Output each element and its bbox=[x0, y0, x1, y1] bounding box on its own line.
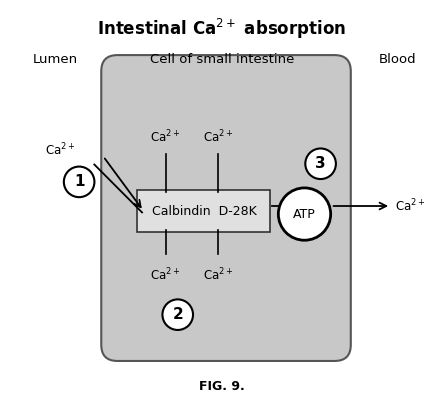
Text: Ca$^{2+}$: Ca$^{2+}$ bbox=[45, 141, 75, 158]
Text: 1: 1 bbox=[74, 174, 84, 189]
Text: Intestinal Ca$^{2+}$ absorption: Intestinal Ca$^{2+}$ absorption bbox=[98, 17, 346, 41]
Text: Blood: Blood bbox=[378, 53, 416, 66]
Circle shape bbox=[64, 166, 95, 197]
Text: Cell of small intestine: Cell of small intestine bbox=[150, 53, 294, 66]
Text: Ca$^{2+}$: Ca$^{2+}$ bbox=[151, 129, 181, 146]
Text: Ca$^{2+}$: Ca$^{2+}$ bbox=[203, 266, 233, 283]
FancyBboxPatch shape bbox=[101, 55, 351, 361]
Text: Ca$^{2+}$: Ca$^{2+}$ bbox=[395, 198, 425, 214]
Text: 2: 2 bbox=[172, 307, 183, 322]
Text: FIG. 9.: FIG. 9. bbox=[199, 380, 245, 393]
Circle shape bbox=[278, 188, 331, 240]
Text: ATP: ATP bbox=[293, 208, 316, 221]
Text: Ca$^{2+}$: Ca$^{2+}$ bbox=[151, 266, 181, 283]
Circle shape bbox=[163, 299, 193, 330]
Text: Ca$^{2+}$: Ca$^{2+}$ bbox=[203, 129, 233, 146]
Text: Lumen: Lumen bbox=[32, 53, 78, 66]
Circle shape bbox=[305, 149, 336, 179]
Text: Calbindin  D-28K: Calbindin D-28K bbox=[151, 204, 256, 217]
Text: 3: 3 bbox=[315, 156, 326, 171]
FancyBboxPatch shape bbox=[138, 190, 270, 232]
